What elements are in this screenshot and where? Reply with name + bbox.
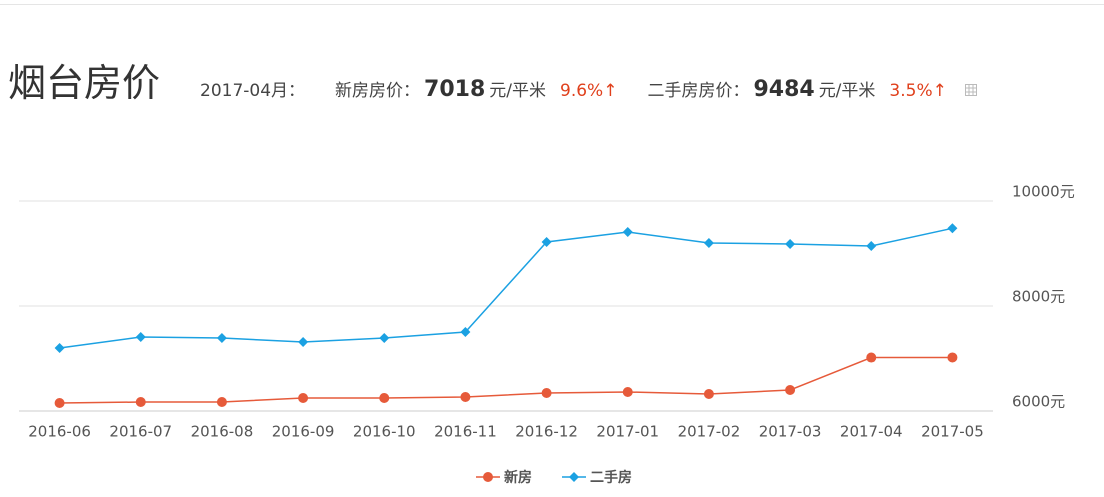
used-label: 二手房房价： xyxy=(647,81,750,101)
point xyxy=(622,226,633,237)
point xyxy=(622,386,633,397)
table-icon[interactable] xyxy=(964,84,977,96)
used-unit: 元/平米 xyxy=(818,81,876,101)
point xyxy=(298,392,309,403)
point xyxy=(703,388,714,399)
x-tick-label: 2016-11 xyxy=(434,423,497,441)
x-tick-label: 2016-09 xyxy=(272,423,335,441)
x-tick-label: 2017-02 xyxy=(678,423,741,441)
x-tick-label: 2016-10 xyxy=(353,423,416,441)
y-tick-label: 6000元 xyxy=(1012,393,1065,411)
point xyxy=(541,387,552,398)
point xyxy=(703,238,714,248)
point xyxy=(866,240,877,251)
title: 烟台房价 xyxy=(8,61,161,105)
new-unit: 元/平米 xyxy=(489,81,547,101)
point xyxy=(379,333,390,344)
point xyxy=(298,337,309,348)
used-price: 9484 xyxy=(753,77,815,102)
used-change: 3.5%↑ xyxy=(889,81,947,101)
x-tick-label: 2016-12 xyxy=(515,423,578,441)
legend-label: 新房 xyxy=(504,469,532,486)
x-tick-label: 2017-03 xyxy=(759,423,822,441)
series-line xyxy=(59,227,953,349)
point xyxy=(216,333,227,344)
legend-marker xyxy=(483,472,493,482)
point xyxy=(541,237,552,248)
period: 2017-04月： xyxy=(200,81,306,101)
point xyxy=(54,343,65,353)
point xyxy=(135,397,146,408)
point xyxy=(947,223,958,234)
x-tick-label: 2016-06 xyxy=(28,423,91,441)
point xyxy=(947,352,958,363)
legend-label: 二手房 xyxy=(590,469,632,486)
point xyxy=(379,392,390,403)
x-tick-label: 2017-04 xyxy=(840,423,903,441)
point xyxy=(216,397,227,408)
header: 烟台房价 2017-04月： 新房房价： 7018 元/平米 9.6%↑ 二手房… xyxy=(8,52,977,107)
y-tick-label: 10000元 xyxy=(1012,183,1075,201)
x-tick-label: 2016-08 xyxy=(191,423,254,441)
point xyxy=(785,238,796,249)
x-tick-label: 2017-05 xyxy=(921,423,984,441)
new-change: 9.6%↑ xyxy=(560,81,618,101)
new-label: 新房房价： xyxy=(335,81,421,101)
point xyxy=(135,331,146,342)
y-tick-label: 8000元 xyxy=(1012,288,1065,306)
new-price: 7018 xyxy=(424,77,486,102)
point xyxy=(866,352,877,363)
series-line xyxy=(59,356,953,404)
point xyxy=(54,398,65,409)
point xyxy=(460,391,471,402)
x-tick-label: 2016-07 xyxy=(109,423,172,441)
legend-marker xyxy=(569,472,579,482)
point xyxy=(785,385,796,395)
top-border xyxy=(0,4,1104,5)
point xyxy=(460,326,471,337)
x-tick-label: 2017-01 xyxy=(596,423,659,441)
